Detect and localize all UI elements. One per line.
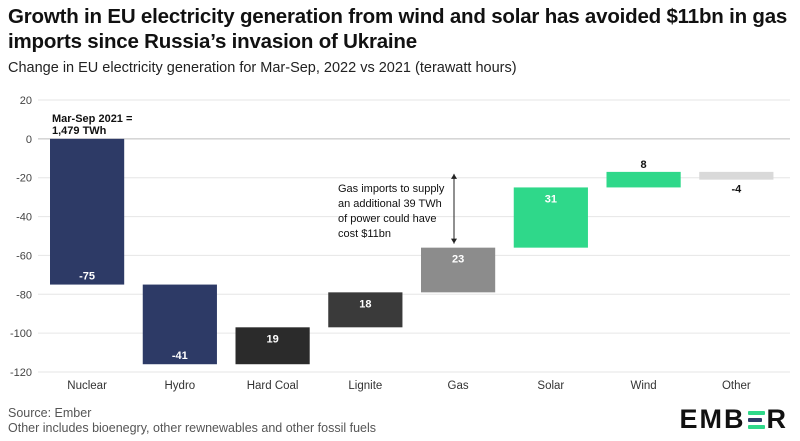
y-tick-label: -60	[16, 250, 32, 262]
value-label: -4	[731, 184, 742, 196]
bar-wind	[606, 171, 681, 188]
value-labels: -75 -41 19 18 23 31 8 -4	[79, 159, 742, 362]
arrow-head-top	[451, 173, 457, 179]
chart-subtitle: Change in EU electricity generation for …	[8, 60, 517, 76]
bar-lignite	[328, 292, 403, 328]
x-tick-label: Wind	[630, 380, 656, 392]
value-label: 31	[545, 193, 557, 205]
y-tick-label: -120	[10, 367, 32, 379]
value-label: -75	[79, 271, 95, 283]
value-label: -41	[172, 350, 188, 362]
y-tick-labels: 20 0 -20 -40 -60 -80 -100 -120	[10, 95, 32, 379]
y-tick-label: 20	[20, 95, 32, 107]
baseline-annotation-line2: 1,479 TWh	[52, 125, 107, 137]
baseline-annotation-line1: Mar-Sep 2021 =	[52, 113, 132, 125]
gas-note: Gas imports to supply an additional 39 TW…	[338, 183, 445, 240]
bar-gas	[421, 247, 496, 293]
gas-note-line: of power could have	[338, 213, 436, 225]
gas-note-line: Gas imports to supply	[338, 183, 445, 195]
logo-text-left: EMB	[679, 404, 746, 434]
gas-note-line: an additional 39 TWh	[338, 198, 442, 210]
gas-arrow	[451, 173, 457, 244]
logo-stripes-icon	[747, 410, 765, 430]
source-text: Source: Ember	[8, 406, 92, 420]
gas-note-line: cost $11bn	[338, 228, 391, 240]
bar-hydro	[142, 284, 217, 365]
bar-nuclear	[50, 138, 125, 285]
arrow-head-bottom	[451, 238, 457, 244]
bar-solar	[513, 187, 588, 248]
footnote-text: Other includes bioenegry, other rewnewab…	[8, 421, 377, 435]
ember-logo: EMB R	[680, 404, 789, 435]
value-label: 8	[641, 159, 647, 171]
bar-other	[699, 171, 774, 180]
x-tick-labels: Nuclear Hydro Hard Coal Lignite Gas Solar Wind…	[67, 380, 751, 392]
y-tick-label: -100	[10, 328, 32, 340]
y-tick-label: -20	[16, 173, 32, 185]
logo-text-right: R	[766, 404, 788, 434]
bars	[50, 138, 774, 365]
x-tick-label: Gas	[448, 380, 469, 392]
x-tick-label: Hydro	[165, 380, 196, 392]
bar-hard-coal	[235, 327, 310, 365]
value-label: 23	[452, 254, 464, 266]
value-label: 19	[266, 333, 278, 345]
value-label: 18	[359, 298, 371, 310]
x-tick-label: Lignite	[348, 380, 382, 392]
x-tick-label: Other	[722, 380, 751, 392]
x-tick-label: Nuclear	[67, 380, 107, 392]
y-tick-label: 0	[26, 134, 32, 146]
annotations: Mar-Sep 2021 = 1,479 TWh Gas imports to …	[52, 113, 457, 244]
y-tick-label: -80	[16, 289, 32, 301]
x-tick-label: Solar	[537, 380, 564, 392]
x-tick-label: Hard Coal	[247, 380, 299, 392]
y-tick-label: -40	[16, 212, 32, 224]
chart-title: Growth in EU electricity generation from…	[8, 5, 788, 53]
